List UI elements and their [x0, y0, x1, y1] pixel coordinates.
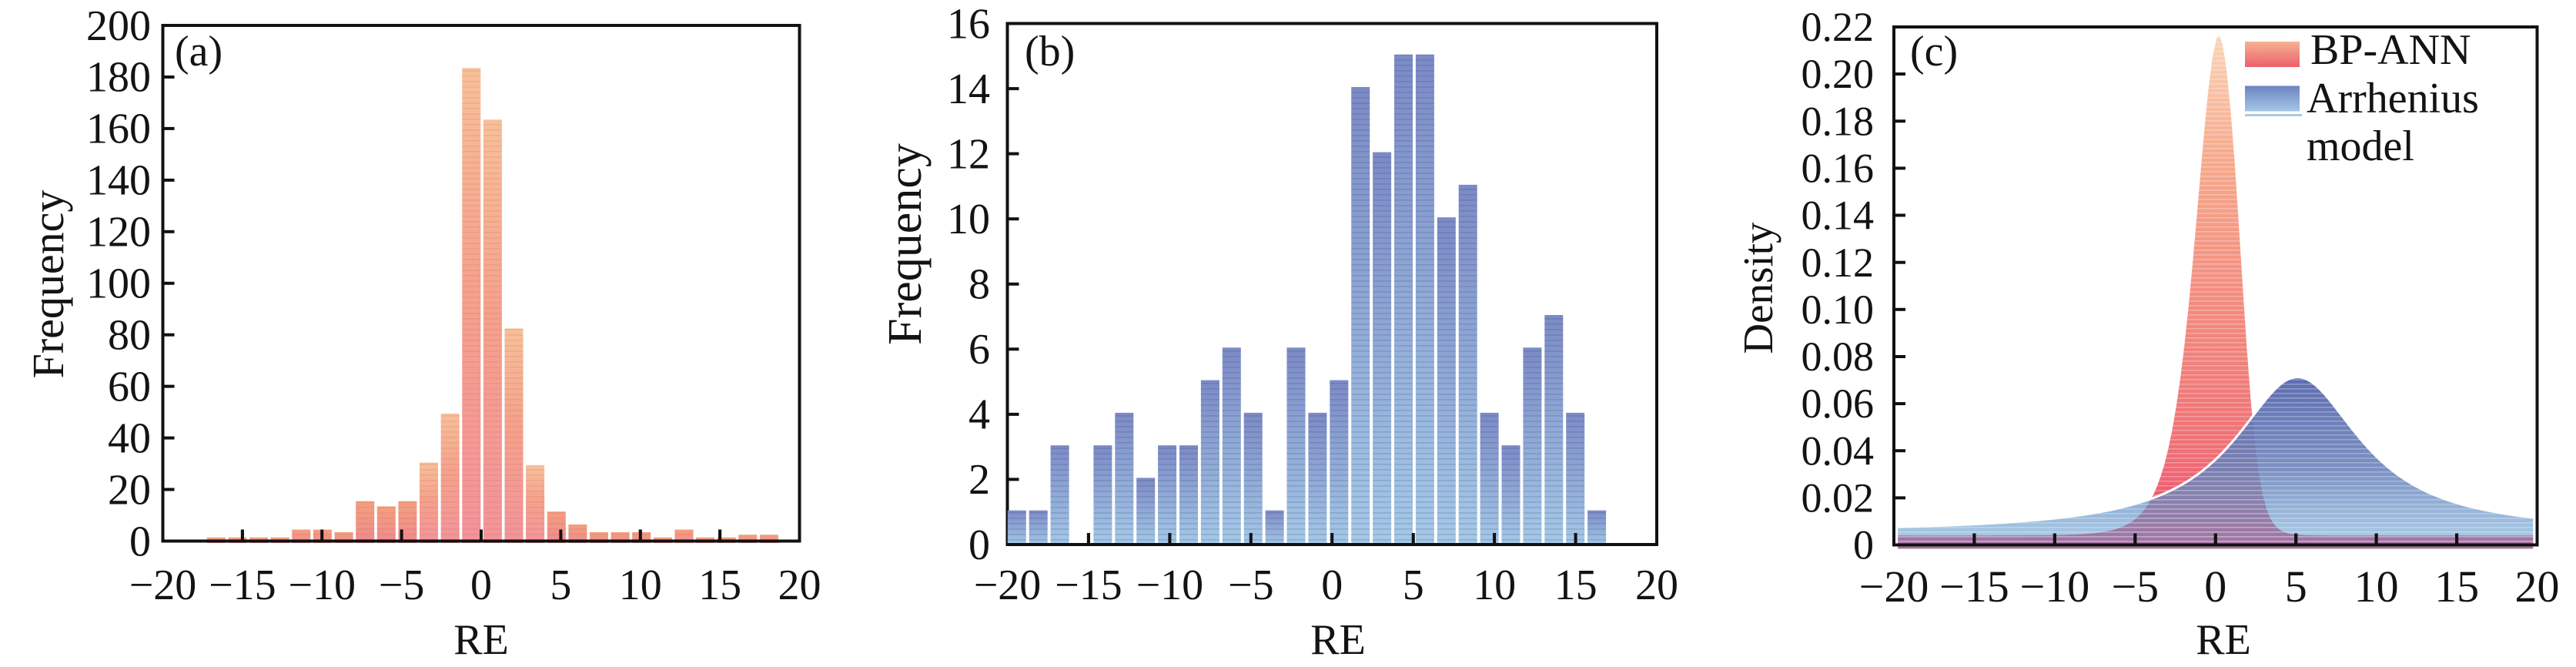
svg-text:−15: −15 — [1055, 561, 1122, 609]
svg-text:Arrhenius: Arrhenius — [2307, 75, 2479, 122]
svg-text:0.16: 0.16 — [1802, 146, 1875, 192]
svg-text:0.08: 0.08 — [1802, 334, 1875, 380]
svg-text:10: 10 — [947, 196, 990, 243]
svg-text:0.20: 0.20 — [1802, 51, 1875, 97]
svg-text:Frequency: Frequency — [23, 190, 73, 379]
svg-text:0.12: 0.12 — [1802, 240, 1875, 286]
svg-text:RE: RE — [1310, 616, 1366, 664]
svg-text:−20: −20 — [129, 561, 197, 609]
svg-text:0: 0 — [2204, 561, 2226, 612]
svg-text:20: 20 — [2515, 561, 2560, 612]
svg-text:RE: RE — [453, 616, 509, 664]
svg-text:0: 0 — [129, 518, 151, 565]
svg-text:8: 8 — [969, 261, 990, 309]
svg-text:BP-ANN: BP-ANN — [2310, 26, 2471, 74]
svg-text:−5: −5 — [1228, 561, 1274, 609]
svg-text:−20: −20 — [974, 561, 1042, 609]
svg-text:10: 10 — [1473, 561, 1516, 609]
svg-text:100: 100 — [86, 260, 151, 308]
svg-text:0.02: 0.02 — [1802, 475, 1875, 521]
svg-text:5: 5 — [2285, 561, 2307, 612]
svg-text:0: 0 — [1321, 561, 1343, 609]
svg-text:20: 20 — [1635, 561, 1678, 609]
svg-text:60: 60 — [108, 363, 151, 411]
svg-text:−10: −10 — [1136, 561, 1204, 609]
svg-text:Frequency: Frequency — [879, 143, 932, 345]
svg-text:40: 40 — [108, 414, 151, 462]
svg-text:80: 80 — [108, 312, 151, 360]
svg-text:20: 20 — [778, 561, 821, 609]
svg-text:0.22: 0.22 — [1802, 4, 1875, 50]
svg-text:model: model — [2307, 122, 2414, 170]
svg-text:120: 120 — [86, 209, 151, 256]
svg-text:12: 12 — [947, 130, 990, 178]
svg-text:−15: −15 — [1939, 561, 2009, 612]
svg-text:10: 10 — [2354, 561, 2399, 612]
svg-text:0.06: 0.06 — [1802, 380, 1875, 427]
svg-text:Density: Density — [1735, 222, 1781, 354]
svg-text:14: 14 — [947, 65, 990, 113]
svg-text:0: 0 — [969, 521, 990, 569]
svg-text:20: 20 — [108, 466, 151, 514]
svg-text:10: 10 — [619, 561, 662, 609]
svg-text:(c): (c) — [1910, 28, 1958, 75]
svg-text:(a): (a) — [175, 28, 222, 75]
svg-text:5: 5 — [550, 561, 571, 609]
svg-text:180: 180 — [86, 54, 151, 102]
svg-text:6: 6 — [969, 326, 990, 374]
svg-text:200: 200 — [86, 2, 151, 50]
svg-text:0.04: 0.04 — [1802, 427, 1875, 474]
svg-text:−10: −10 — [2020, 561, 2090, 612]
svg-text:−20: −20 — [1859, 561, 1929, 612]
svg-text:−15: −15 — [209, 561, 276, 609]
svg-text:4: 4 — [969, 391, 990, 439]
svg-text:−5: −5 — [2111, 561, 2159, 612]
svg-text:0: 0 — [470, 561, 492, 609]
svg-text:16: 16 — [947, 0, 990, 48]
svg-text:RE: RE — [2196, 616, 2251, 664]
svg-text:−10: −10 — [288, 561, 356, 609]
svg-text:15: 15 — [698, 561, 741, 609]
svg-text:0.18: 0.18 — [1802, 98, 1875, 144]
svg-text:0.10: 0.10 — [1802, 287, 1875, 333]
svg-text:(b): (b) — [1025, 28, 1075, 75]
svg-text:140: 140 — [86, 157, 151, 205]
svg-text:−5: −5 — [379, 561, 425, 609]
svg-text:15: 15 — [1554, 561, 1597, 609]
svg-text:0: 0 — [1853, 522, 1874, 568]
svg-text:160: 160 — [86, 106, 151, 153]
svg-text:15: 15 — [2434, 561, 2479, 612]
svg-text:0.14: 0.14 — [1802, 193, 1875, 239]
svg-text:5: 5 — [1403, 561, 1424, 609]
svg-text:2: 2 — [969, 456, 990, 504]
